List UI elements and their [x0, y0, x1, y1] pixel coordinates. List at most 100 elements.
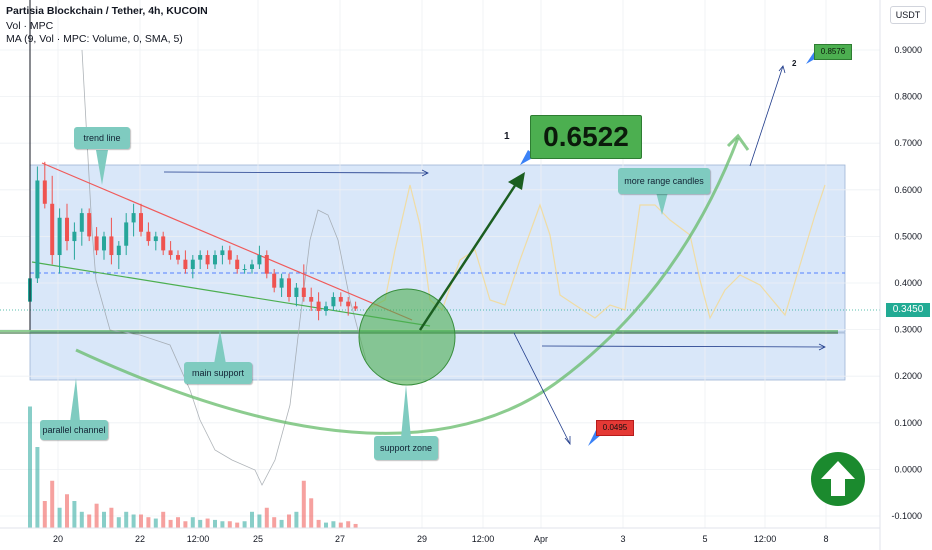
candle-body — [87, 213, 92, 237]
volume-bar — [316, 519, 321, 528]
candle-body — [146, 231, 151, 242]
candle-body — [50, 203, 55, 256]
x-tick-label: 29 — [417, 534, 427, 544]
candle-body — [331, 296, 336, 307]
candle-body — [116, 245, 121, 256]
arrow-up-circle-icon — [821, 461, 855, 496]
y-tick-label: 0.4000 — [894, 278, 922, 288]
candle-body — [161, 236, 166, 251]
candle-body — [65, 217, 69, 242]
y-tick-label: 0.9000 — [894, 45, 922, 55]
target2-label: 0.8576 — [814, 44, 852, 60]
candle-body — [294, 287, 299, 297]
candle-body — [42, 180, 47, 204]
candle-body — [338, 296, 343, 302]
candle-body — [131, 213, 136, 223]
volume-bar — [183, 521, 188, 528]
range-arrow-bottom-head — [818, 343, 826, 351]
y-tick-label: 0.1000 — [894, 418, 922, 428]
currency-button[interactable]: USDT — [890, 6, 926, 24]
y-tick-label: 0.3000 — [894, 325, 922, 335]
x-tick-label: 22 — [135, 534, 145, 544]
candle-body — [109, 236, 114, 256]
trend-line — [41, 162, 413, 321]
more-range-candles-callout: more range candles — [618, 168, 710, 194]
range-arrow-top-head — [421, 169, 429, 177]
candle-body — [257, 255, 262, 265]
range-arrow-top — [163, 171, 429, 174]
candle-body — [183, 259, 188, 270]
y-tick-label: 0.0000 — [894, 464, 922, 474]
parallel-channel-pointer — [70, 378, 80, 422]
candle-body — [220, 250, 225, 256]
candle-body — [316, 301, 321, 311]
candle-body — [168, 250, 173, 256]
candle-body — [139, 213, 143, 232]
main-support-callout: main support — [184, 362, 252, 384]
candle-body — [79, 213, 84, 232]
volume-bar — [264, 507, 269, 528]
candle-body — [198, 255, 203, 260]
volume-bar — [124, 511, 129, 528]
x-tick-label: 12:00 — [472, 534, 495, 544]
volume-bar — [94, 503, 99, 528]
volume-bar — [309, 498, 314, 528]
support-zone-pointer — [401, 385, 411, 438]
volume-bar — [346, 521, 351, 528]
chart-title: Partisia Blockchain / Tether, 4h, KUCOIN — [6, 5, 208, 17]
candle-body — [57, 217, 62, 256]
target1-arrow — [418, 177, 522, 331]
candle-body — [102, 236, 106, 251]
volume-bar — [257, 514, 262, 528]
x-axis: 20 22 12:00 25 27 29 12:00 Apr 3 5 12:00 8 — [53, 534, 829, 544]
parallel-channel-callout: parallel channel — [40, 420, 108, 440]
up-button[interactable] — [811, 452, 865, 506]
volume-bar — [102, 511, 106, 528]
volume-bar — [205, 518, 210, 528]
volume-bar — [79, 511, 84, 528]
x-tick-label: 8 — [823, 534, 828, 544]
target1-arrow-head — [508, 172, 525, 190]
volume-bar — [227, 521, 232, 528]
volume-bar — [213, 519, 217, 528]
volume-bar — [272, 517, 277, 528]
support-zone-callout: support zone — [374, 436, 438, 460]
volume-bar — [190, 517, 195, 528]
volume-bar — [72, 501, 77, 528]
candle-body — [35, 180, 40, 279]
candle-body — [227, 250, 232, 260]
y-tick-label: 0.8000 — [894, 92, 922, 102]
volume-bar — [109, 507, 114, 528]
vol-legend[interactable]: Vol · MPC — [6, 20, 54, 32]
x-tick-label: 27 — [335, 534, 345, 544]
volume-bar — [131, 514, 136, 528]
target2-number: 2 — [792, 59, 797, 68]
volume-bar — [198, 519, 203, 528]
target2-arrow-head — [778, 65, 786, 74]
volume-bar — [50, 480, 55, 528]
volume-bar — [176, 517, 180, 528]
down-arrow — [513, 332, 571, 445]
x-tick-label: 3 — [620, 534, 625, 544]
volume-bar — [161, 511, 166, 528]
volume-bar — [324, 522, 328, 528]
volume-bar — [42, 501, 47, 528]
ma-legend[interactable]: MA (9, Vol · MPC: Volume, 0, SMA, 5) — [6, 33, 183, 45]
candle-body — [264, 255, 269, 274]
support-zone-circle — [358, 288, 456, 386]
candle-body — [353, 306, 358, 309]
y-tick-label: -0.1000 — [891, 511, 922, 521]
candle-body — [287, 278, 291, 297]
volume-bar — [250, 511, 254, 528]
candle-body — [190, 259, 195, 270]
y-tick-label: 0.5000 — [894, 231, 922, 241]
candle-body — [205, 255, 210, 265]
volume-bar — [146, 517, 151, 528]
trend-line-pointer — [96, 150, 108, 185]
y-tick-label: 0.7000 — [894, 138, 922, 148]
candle-body — [72, 231, 77, 242]
volume-bar — [301, 480, 306, 528]
candle-body — [235, 259, 240, 270]
candle-body — [309, 296, 314, 302]
